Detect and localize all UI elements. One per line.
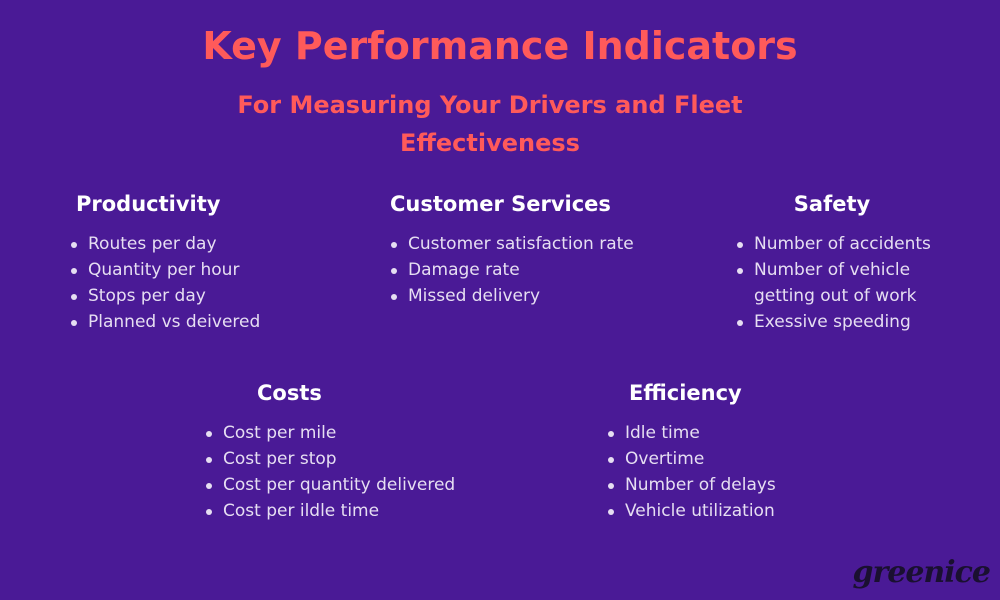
- list-item: Damage rate: [386, 257, 686, 283]
- list-item: Cost per quantity delivered: [201, 472, 501, 498]
- list-item: Routes per day: [66, 231, 366, 257]
- kpi-list: Customer satisfaction rate Damage rate M…: [386, 231, 686, 309]
- kpi-list: Idle time Overtime Number of delays Vehi…: [603, 420, 853, 524]
- list-item: Idle time: [603, 420, 853, 446]
- list-item: Cost per stop: [201, 446, 501, 472]
- list-item: Exessive speeding: [732, 309, 932, 335]
- list-item: Customer satisfaction rate: [386, 231, 686, 257]
- list-item: Cost per ildle time: [201, 498, 501, 524]
- kpi-list: Cost per mile Cost per stop Cost per qua…: [201, 420, 501, 524]
- section-heading: Costs: [257, 381, 322, 405]
- section-heading: Efficiency: [629, 381, 742, 405]
- list-item: Number of accidents: [732, 231, 932, 257]
- section-efficiency: Efficiency Idle time Overtime Number of …: [603, 378, 853, 524]
- section-costs: Costs Cost per mile Cost per stop Cost p…: [201, 378, 501, 524]
- kpi-list: Routes per day Quantity per hour Stops p…: [66, 231, 366, 335]
- section-heading: Customer Services: [390, 192, 611, 216]
- kpi-list: Number of accidents Number of vehicle ge…: [732, 231, 932, 335]
- section-safety: Safety Number of accidents Number of veh…: [732, 189, 932, 335]
- list-item: Number of vehicle getting out of work: [732, 257, 932, 309]
- list-item: Number of delays: [603, 472, 853, 498]
- list-item: Vehicle utilization: [603, 498, 853, 524]
- page-title: Key Performance Indicators: [202, 24, 798, 68]
- list-item: Cost per mile: [201, 420, 501, 446]
- section-heading: Productivity: [76, 192, 221, 216]
- section-heading: Safety: [793, 192, 871, 216]
- list-item: Stops per day: [66, 283, 366, 309]
- list-item: Quantity per hour: [66, 257, 366, 283]
- page-subtitle: For Measuring Your Drivers and Fleet Eff…: [237, 91, 743, 157]
- section-productivity: Productivity Routes per day Quantity per…: [66, 189, 366, 335]
- list-item: Missed delivery: [386, 283, 686, 309]
- list-item: Overtime: [603, 446, 853, 472]
- list-item: Planned vs deivered: [66, 309, 366, 335]
- greenice-logo: greenice: [852, 555, 991, 590]
- section-customer-services: Customer Services Customer satisfaction …: [386, 189, 686, 309]
